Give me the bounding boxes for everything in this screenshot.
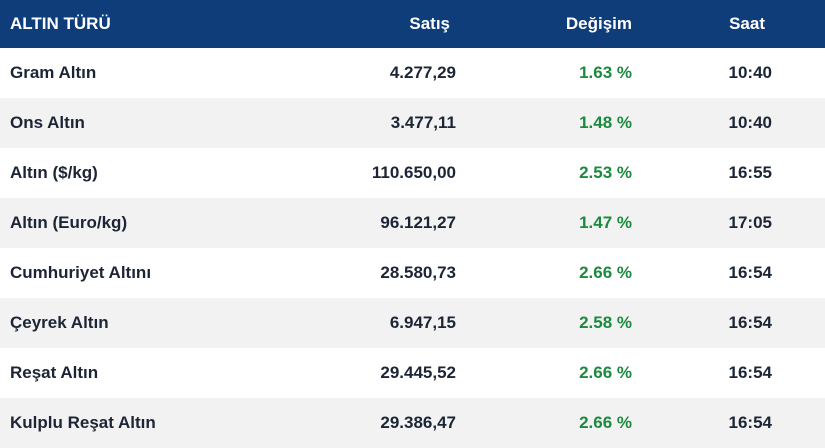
table-row[interactable]: Altın (Euro/kg) 96.121,27 1.47 % 17:05 (0, 198, 825, 248)
table-row[interactable]: Altın ($/kg) 110.650,00 2.53 % 16:55 (0, 148, 825, 198)
gold-type: Gram Altın (10, 63, 97, 82)
update-time: 16:54 (728, 363, 772, 382)
table-row[interactable]: Gram Altın 4.277,29 1.63 % 10:40 (0, 48, 825, 98)
table-row[interactable]: Kulplu Reşat Altın 29.386,47 2.66 % 16:5… (0, 398, 825, 448)
gold-type: Çeyrek Altın (10, 313, 109, 332)
update-time: 10:40 (728, 63, 772, 82)
table-row[interactable]: Cumhuriyet Altını 28.580,73 2.66 % 16:54 (0, 248, 825, 298)
sell-price: 29.445,52 (380, 363, 456, 382)
header-name[interactable]: ALTIN TÜRÜ (10, 14, 111, 33)
update-time: 16:55 (728, 163, 772, 182)
gold-type: Ons Altın (10, 113, 85, 132)
table-row[interactable]: Çeyrek Altın 6.947,15 2.58 % 16:54 (0, 298, 825, 348)
gold-type: Altın (Euro/kg) (10, 213, 128, 232)
header-time[interactable]: Saat (729, 14, 765, 33)
change-percent: 1.47 % (579, 213, 632, 232)
gold-type: Cumhuriyet Altını (10, 263, 152, 282)
update-time: 16:54 (728, 263, 772, 282)
update-time: 17:05 (728, 213, 772, 232)
sell-price: 6.947,15 (389, 313, 456, 332)
change-percent: 1.48 % (579, 113, 632, 132)
sell-price: 28.580,73 (380, 263, 456, 282)
gold-type: Kulplu Reşat Altın (10, 413, 156, 432)
change-percent: 2.53 % (579, 163, 632, 182)
gold-type: Reşat Altın (10, 363, 99, 382)
sell-price: 3.477,11 (390, 113, 456, 132)
change-percent: 2.66 % (579, 263, 632, 282)
change-percent: 1.63 % (579, 63, 632, 82)
table-row[interactable]: Ons Altın 3.477,11 1.48 % 10:40 (0, 98, 825, 148)
update-time: 16:54 (728, 413, 772, 432)
change-percent: 2.66 % (579, 413, 632, 432)
header-sell[interactable]: Satış (409, 14, 450, 33)
sell-price: 4.277,29 (389, 63, 456, 82)
sell-price: 110.650,00 (371, 163, 456, 182)
change-percent: 2.58 % (579, 313, 632, 332)
table-header: ALTIN TÜRÜ Satış Değişim Saat (0, 0, 825, 48)
header-change[interactable]: Değişim (565, 14, 632, 33)
update-time: 10:40 (728, 113, 772, 132)
sell-price: 96.121,27 (380, 213, 456, 232)
sell-price: 29.386,47 (380, 413, 456, 432)
gold-type: Altın ($/kg) (10, 163, 98, 182)
update-time: 16:54 (728, 313, 772, 332)
change-percent: 2.66 % (579, 363, 632, 382)
table-row[interactable]: Reşat Altın 29.445,52 2.66 % 16:54 (0, 348, 825, 398)
